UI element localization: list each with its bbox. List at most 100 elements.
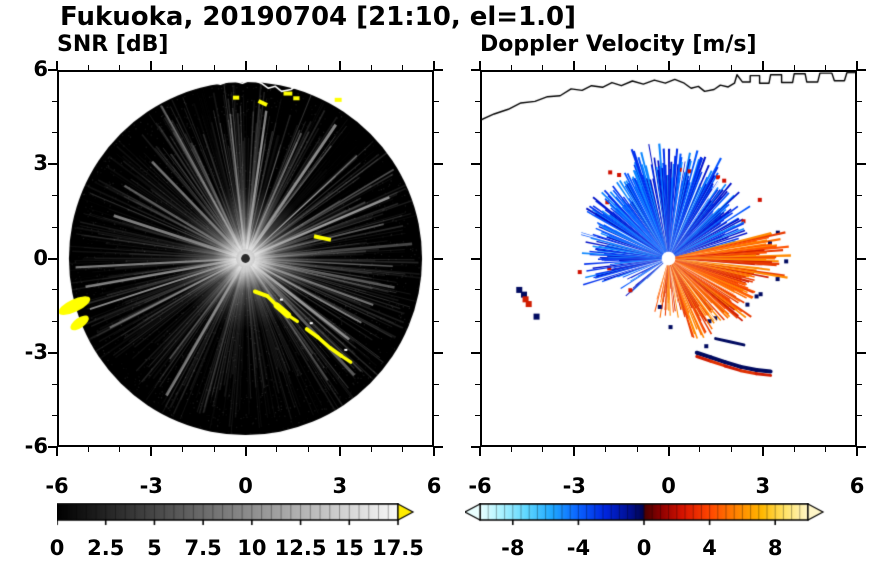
colorbar-tick-label: 5 — [147, 536, 162, 560]
snr-panel: -6 -3 0 3 6 6 3 0 -3 -6 — [25, 57, 443, 498]
axis-tick — [150, 61, 153, 70]
x-tick-label: -3 — [562, 474, 586, 498]
axis-tick — [87, 447, 89, 452]
snr-radar-canvas — [57, 70, 434, 447]
axis-tick — [699, 447, 701, 452]
axis-tick — [475, 132, 480, 134]
axis-tick — [761, 447, 764, 456]
axis-tick — [605, 447, 607, 452]
snr-y-tick-labels: 6 3 0 -3 -6 — [25, 57, 434, 458]
axis-tick — [434, 100, 439, 102]
axis-tick — [434, 195, 439, 197]
axis-tick — [434, 289, 439, 291]
axis-tick — [434, 257, 443, 260]
y-tick-label: -3 — [24, 339, 48, 364]
axis-tick — [761, 61, 764, 70]
axis-tick — [475, 415, 480, 417]
axis-tick — [857, 415, 862, 417]
snr-colorbar — [57, 503, 416, 529]
colorbar-tick-label: 0 — [636, 536, 652, 560]
doppler-colorbar-labels: -8 -4 0 4 8 — [480, 536, 808, 564]
axis-tick — [48, 446, 57, 448]
x-tick-label: -3 — [139, 474, 163, 498]
axis-tick — [119, 65, 121, 70]
axis-tick — [857, 195, 862, 197]
axis-tick — [667, 61, 670, 70]
axis-tick — [471, 351, 480, 354]
axis-tick — [52, 320, 57, 322]
colorbar-tick-label: 0 — [49, 536, 65, 560]
axis-tick — [857, 446, 866, 448]
axis-tick — [510, 65, 512, 70]
axis-tick — [213, 447, 215, 452]
snr-panel-title: SNR [dB] — [57, 32, 169, 57]
axis-tick — [479, 447, 481, 456]
axis-tick — [48, 257, 57, 260]
axis-tick — [857, 100, 862, 102]
colorbar-tick-label: 10 — [237, 536, 267, 560]
snr-x-tick-labels: -6 -3 0 3 6 — [45, 70, 441, 498]
colorbar-tick-label: 7.5 — [184, 536, 222, 560]
axis-tick — [857, 132, 862, 134]
x-tick-label: -6 — [468, 474, 492, 498]
axis-tick — [542, 447, 544, 452]
colorbar-tick-label: 2.5 — [87, 536, 125, 560]
doppler-panel-title: Doppler Velocity [m/s] — [480, 32, 757, 57]
axis-tick — [857, 383, 862, 385]
axis-tick — [475, 320, 480, 322]
axis-tick — [510, 447, 512, 452]
axis-tick — [150, 447, 153, 456]
y-tick-label: 3 — [33, 151, 48, 176]
figure-title: Fukuoka, 20190704 [21:10, el=1.0] — [60, 2, 577, 32]
axis-tick — [793, 65, 795, 70]
axis-tick — [52, 415, 57, 417]
axis-tick — [182, 447, 184, 452]
axis-tick — [434, 132, 439, 134]
axis-tick — [244, 447, 247, 456]
axis-tick — [52, 289, 57, 291]
doppler-colorbar — [465, 503, 826, 529]
axis-tick — [338, 61, 341, 70]
x-tick-label: 6 — [849, 474, 865, 498]
y-tick-label: 0 — [33, 245, 48, 270]
axis-tick — [636, 447, 638, 452]
axis-tick — [857, 257, 866, 260]
colorbar-tick-label: 4 — [702, 536, 717, 560]
axis-tick — [52, 226, 57, 228]
axis-tick — [48, 69, 57, 71]
axis-tick — [370, 447, 372, 452]
axis-tick — [307, 65, 309, 70]
axis-tick — [857, 320, 862, 322]
doppler-axis-ticks — [471, 61, 866, 456]
axis-tick — [433, 61, 435, 70]
axis-tick — [434, 226, 439, 228]
colorbar-tick-label: -8 — [501, 536, 525, 560]
axis-tick — [434, 163, 443, 166]
doppler-radar-canvas — [480, 70, 857, 447]
colorbar-tick-label: 15 — [334, 536, 364, 560]
axis-tick — [370, 65, 372, 70]
axis-tick — [307, 447, 309, 452]
colorbar-tick-label: 17.5 — [372, 536, 424, 560]
axis-tick — [667, 447, 670, 456]
axis-tick — [856, 61, 858, 70]
axis-tick — [730, 447, 732, 452]
axis-tick — [338, 447, 341, 456]
x-tick-label: 0 — [661, 474, 676, 498]
snr-colorbar-labels: 0 2.5 5 7.5 10 12.5 15 17.5 — [50, 536, 424, 564]
axis-tick — [573, 447, 576, 456]
y-tick-label: 6 — [33, 57, 48, 81]
axis-tick — [636, 65, 638, 70]
axis-tick — [402, 447, 404, 452]
axis-tick — [276, 65, 278, 70]
colorbar-tick-label: -4 — [566, 536, 591, 560]
axis-tick — [856, 447, 858, 456]
axis-tick — [857, 226, 862, 228]
axis-tick — [434, 320, 439, 322]
axis-tick — [475, 100, 480, 102]
x-tick-label: 3 — [332, 474, 348, 498]
axis-tick — [471, 69, 480, 71]
axis-tick — [605, 65, 607, 70]
axis-tick — [52, 100, 57, 102]
